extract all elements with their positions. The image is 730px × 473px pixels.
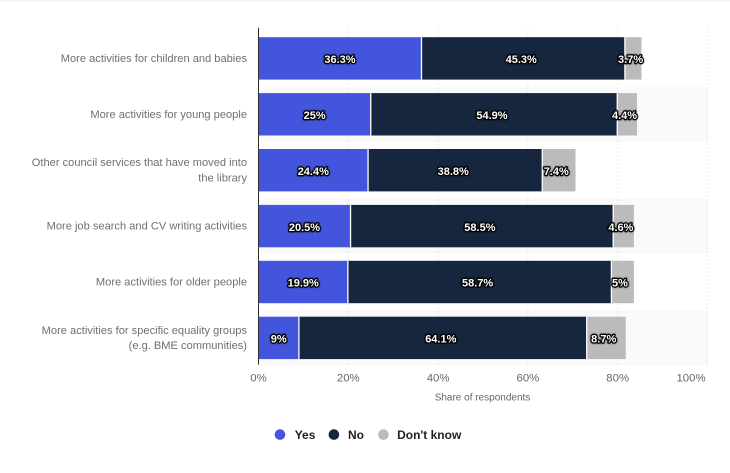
svg-text:0%: 0% bbox=[250, 373, 266, 385]
svg-text:60%: 60% bbox=[516, 373, 539, 385]
svg-text:58.7%: 58.7% bbox=[462, 278, 493, 290]
svg-text:19.9%: 19.9% bbox=[288, 278, 319, 290]
svg-text:the library: the library bbox=[198, 172, 247, 184]
svg-text:58.5%: 58.5% bbox=[464, 222, 495, 234]
svg-text:No: No bbox=[348, 428, 364, 442]
svg-text:80%: 80% bbox=[606, 373, 629, 385]
svg-text:45.3%: 45.3% bbox=[506, 54, 537, 66]
svg-text:100%: 100% bbox=[676, 373, 705, 385]
svg-text:More activities for specific e: More activities for specific equality gr… bbox=[42, 325, 248, 337]
svg-text:Don't know: Don't know bbox=[397, 428, 462, 442]
svg-text:20%: 20% bbox=[337, 373, 360, 385]
svg-text:40%: 40% bbox=[427, 373, 450, 385]
svg-text:Other council services that ha: Other council services that have moved i… bbox=[32, 157, 247, 169]
svg-text:54.9%: 54.9% bbox=[476, 110, 507, 122]
svg-text:3.7%: 3.7% bbox=[618, 54, 643, 66]
svg-text:38.8%: 38.8% bbox=[438, 166, 469, 178]
svg-text:More activities for young peop: More activities for young people bbox=[90, 109, 247, 121]
svg-text:7.4%: 7.4% bbox=[544, 166, 569, 178]
svg-text:25%: 25% bbox=[304, 110, 326, 122]
svg-text:Share of respondents: Share of respondents bbox=[435, 392, 531, 403]
svg-text:4.4%: 4.4% bbox=[612, 110, 637, 122]
svg-text:8.7%: 8.7% bbox=[591, 334, 616, 346]
svg-text:More job search and CV writing: More job search and CV writing activitie… bbox=[47, 221, 248, 233]
svg-text:More activities for older peop: More activities for older people bbox=[96, 277, 247, 289]
svg-text:36.3%: 36.3% bbox=[324, 54, 355, 66]
svg-text:Yes: Yes bbox=[295, 428, 316, 442]
svg-text:64.1%: 64.1% bbox=[425, 334, 456, 346]
svg-text:More activities for children a: More activities for children and babies bbox=[61, 53, 248, 65]
svg-text:4.6%: 4.6% bbox=[608, 222, 633, 234]
svg-text:5%: 5% bbox=[612, 278, 628, 290]
svg-text:(e.g. BME communities): (e.g. BME communities) bbox=[129, 340, 247, 352]
svg-text:20.5%: 20.5% bbox=[289, 222, 320, 234]
svg-text:24.4%: 24.4% bbox=[298, 166, 329, 178]
svg-text:9%: 9% bbox=[271, 334, 287, 346]
